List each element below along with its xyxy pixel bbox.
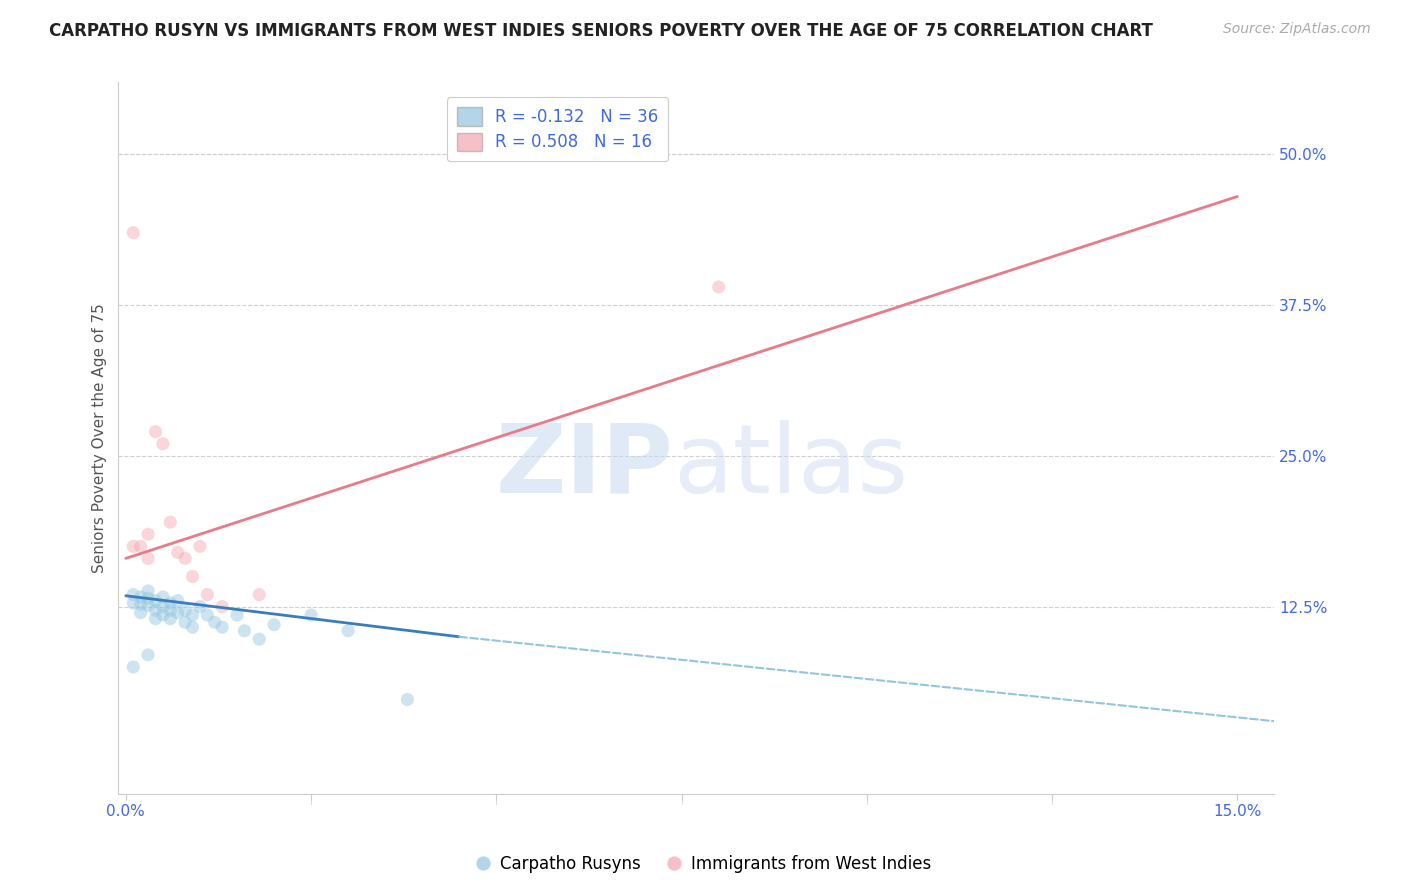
Point xyxy=(195,608,218,623)
Y-axis label: Seniors Poverty Over the Age of 75: Seniors Poverty Over the Age of 75 xyxy=(93,303,107,573)
Legend: R = -0.132   N = 36, R = 0.508   N = 16: R = -0.132 N = 36, R = 0.508 N = 16 xyxy=(447,97,668,161)
Point xyxy=(174,603,197,617)
Point xyxy=(226,608,249,623)
Point xyxy=(181,620,204,634)
Point xyxy=(188,539,211,553)
Point xyxy=(152,590,174,604)
Point xyxy=(129,606,152,620)
Point xyxy=(181,608,204,623)
Point xyxy=(145,603,167,617)
Point xyxy=(159,603,181,617)
Point xyxy=(136,591,159,606)
Point xyxy=(233,624,256,638)
Point xyxy=(129,597,152,611)
Legend: Carpatho Rusyns, Immigrants from West Indies: Carpatho Rusyns, Immigrants from West In… xyxy=(468,848,938,880)
Point xyxy=(129,539,152,553)
Point xyxy=(122,588,145,602)
Text: ZIP: ZIP xyxy=(495,420,673,513)
Point xyxy=(152,437,174,451)
Text: CARPATHO RUSYN VS IMMIGRANTS FROM WEST INDIES SENIORS POVERTY OVER THE AGE OF 75: CARPATHO RUSYN VS IMMIGRANTS FROM WEST I… xyxy=(49,22,1153,40)
Point xyxy=(247,588,270,602)
Point xyxy=(211,599,233,614)
Point xyxy=(396,692,419,706)
Point xyxy=(152,608,174,623)
Point xyxy=(181,569,204,583)
Point xyxy=(166,545,188,559)
Point xyxy=(263,617,285,632)
Point xyxy=(159,515,181,529)
Point xyxy=(136,583,159,598)
Text: atlas: atlas xyxy=(673,420,908,513)
Point xyxy=(195,588,218,602)
Point xyxy=(337,624,360,638)
Point xyxy=(166,593,188,607)
Point xyxy=(152,599,174,614)
Point xyxy=(204,615,226,630)
Point xyxy=(136,648,159,662)
Text: Source: ZipAtlas.com: Source: ZipAtlas.com xyxy=(1223,22,1371,37)
Point xyxy=(136,527,159,541)
Point xyxy=(174,615,197,630)
Point xyxy=(159,612,181,626)
Point xyxy=(166,606,188,620)
Point xyxy=(145,612,167,626)
Point xyxy=(247,632,270,647)
Point xyxy=(188,599,211,614)
Point xyxy=(136,551,159,566)
Point xyxy=(122,660,145,674)
Point xyxy=(122,596,145,610)
Point xyxy=(174,551,197,566)
Point xyxy=(145,425,167,439)
Point xyxy=(159,596,181,610)
Point xyxy=(136,599,159,613)
Point xyxy=(122,539,145,553)
Point xyxy=(145,593,167,607)
Point xyxy=(122,226,145,240)
Point xyxy=(129,590,152,604)
Point xyxy=(707,280,730,294)
Point xyxy=(299,608,322,623)
Point xyxy=(211,620,233,634)
